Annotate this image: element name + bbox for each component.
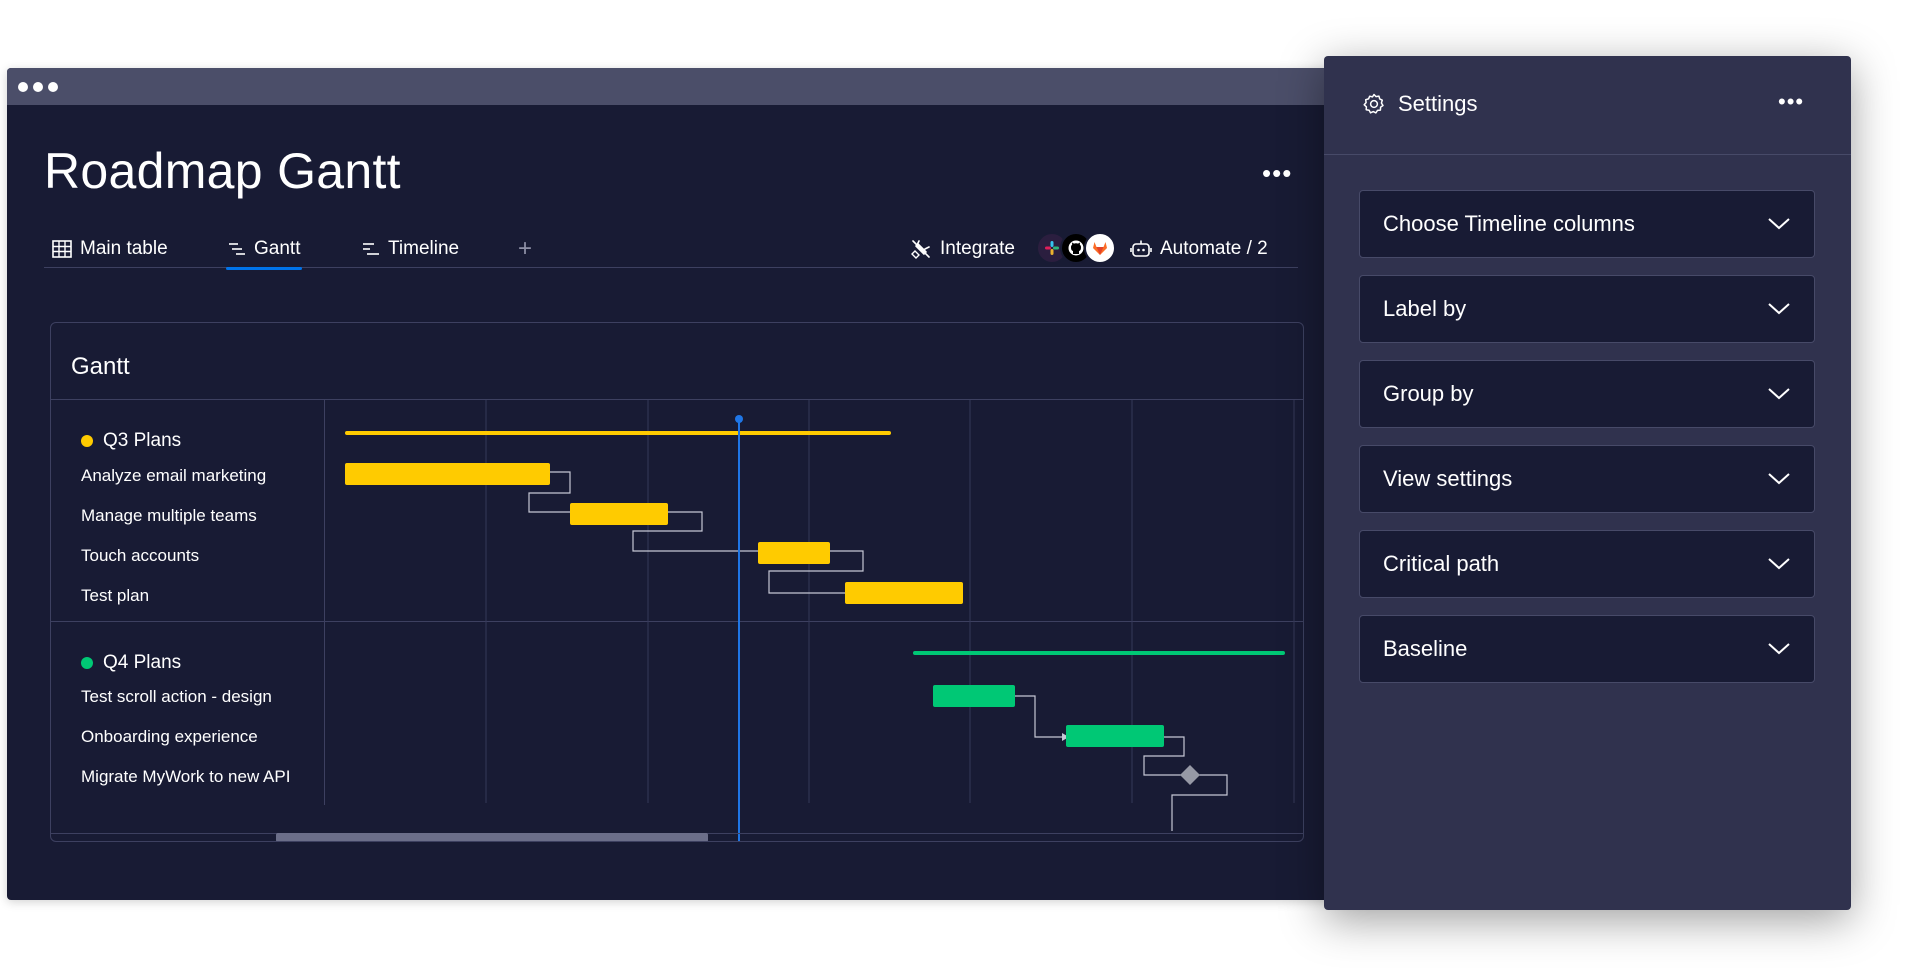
settings-panel: Settings ••• Choose Timeline columns Lab…	[1324, 56, 1851, 910]
gear-icon	[1362, 92, 1386, 116]
dropdown-critical-path[interactable]: Critical path	[1359, 530, 1815, 598]
gantt-bar[interactable]	[345, 463, 550, 485]
divider	[324, 400, 325, 805]
gantt-bar[interactable]	[1066, 725, 1164, 747]
tab-gantt[interactable]: Gantt	[226, 230, 303, 270]
tab-main-table[interactable]: Main table	[52, 230, 168, 268]
list-item[interactable]: Touch accounts	[81, 546, 200, 565]
add-view-button[interactable]: +	[518, 235, 533, 262]
view-tabs: Main table Gantt Timeline + Integrate Au…	[44, 230, 1298, 270]
gantt-bar[interactable]	[758, 542, 830, 564]
dropdown-label: Critical path	[1383, 551, 1500, 576]
settings-title-label: Settings	[1398, 91, 1478, 116]
group-label: Q4 Plans	[103, 652, 182, 673]
table-icon	[52, 240, 72, 258]
gantt-bar[interactable]	[570, 503, 668, 525]
group-summary-bar-q3[interactable]	[345, 431, 891, 435]
gantt-widget: Gantt Q3 Plans Analyze email marketing M…	[50, 322, 1304, 842]
chevron-down-icon	[1768, 473, 1790, 485]
tab-label: Gantt	[254, 238, 301, 259]
list-item[interactable]: Test plan	[81, 586, 150, 605]
settings-title: Settings	[1362, 91, 1478, 117]
gantt-chart	[345, 400, 1295, 841]
dropdown-view-settings[interactable]: View settings	[1359, 445, 1815, 513]
integrate-button[interactable]: Integrate	[910, 230, 1015, 268]
plug-icon	[910, 238, 932, 260]
app-window	[7, 68, 1375, 900]
gantt-bar[interactable]	[933, 685, 1015, 707]
settings-more-button[interactable]: •••	[1778, 89, 1805, 114]
gitlab-icon[interactable]	[1084, 232, 1116, 264]
tab-timeline[interactable]: Timeline	[362, 230, 459, 268]
list-item[interactable]: Onboarding experience	[81, 727, 258, 746]
divider	[51, 621, 1303, 622]
group-label: Q3 Plans	[103, 430, 182, 451]
divider	[51, 399, 1303, 400]
chevron-down-icon	[1768, 218, 1790, 230]
gantt-title: Gantt	[71, 353, 130, 380]
dropdown-label: Group by	[1383, 381, 1474, 406]
window-titlebar	[7, 68, 1375, 105]
page-title: Roadmap Gantt	[44, 143, 401, 199]
dropdown-label-by[interactable]: Label by	[1359, 275, 1815, 343]
automate-button[interactable]: Automate / 2	[1130, 230, 1268, 268]
settings-header: Settings •••	[1324, 56, 1851, 155]
list-item[interactable]: Migrate MyWork to new API	[81, 767, 291, 786]
window-dot-icon[interactable]	[18, 82, 28, 92]
automate-label: Automate / 2	[1160, 238, 1268, 259]
gantt-bar[interactable]	[845, 582, 963, 604]
today-marker-icon	[735, 415, 743, 423]
window-dot-icon[interactable]	[48, 82, 58, 92]
integration-icons	[1036, 230, 1116, 266]
milestone-icon[interactable]	[1180, 765, 1200, 785]
chevron-down-icon	[1768, 643, 1790, 655]
horizontal-scrollbar-thumb[interactable]	[276, 833, 708, 841]
dropdown-label: Label by	[1383, 296, 1467, 321]
window-dot-icon[interactable]	[33, 82, 43, 92]
chevron-down-icon	[1768, 388, 1790, 400]
robot-icon	[1130, 239, 1152, 259]
tab-label: Main table	[80, 238, 168, 259]
group-color-icon	[81, 657, 93, 669]
list-item[interactable]: Test scroll action - design	[81, 687, 272, 706]
dropdown-label: Baseline	[1383, 636, 1468, 661]
dropdown-group-by[interactable]: Group by	[1359, 360, 1815, 428]
dropdown-baseline[interactable]: Baseline	[1359, 615, 1815, 683]
timeline-icon	[362, 241, 380, 257]
list-item[interactable]: Analyze email marketing	[81, 466, 267, 485]
chevron-down-icon	[1768, 558, 1790, 570]
dependency-arrows	[528, 471, 1228, 831]
dropdown-label: Choose Timeline columns	[1383, 211, 1635, 236]
group-header-q3[interactable]: Q3 Plans	[81, 430, 181, 452]
gantt-icon	[228, 241, 246, 257]
group-header-q4[interactable]: Q4 Plans	[81, 652, 181, 674]
board-more-button[interactable]: •••	[1262, 158, 1293, 188]
tab-label: Timeline	[388, 238, 460, 259]
integrate-label: Integrate	[940, 238, 1015, 259]
dropdown-timeline-columns[interactable]: Choose Timeline columns	[1359, 190, 1815, 258]
chevron-down-icon	[1768, 303, 1790, 315]
dropdown-label: View settings	[1383, 466, 1513, 491]
group-summary-bar-q4[interactable]	[913, 651, 1285, 655]
list-item[interactable]: Manage multiple teams	[81, 506, 257, 525]
group-color-icon	[81, 435, 93, 447]
